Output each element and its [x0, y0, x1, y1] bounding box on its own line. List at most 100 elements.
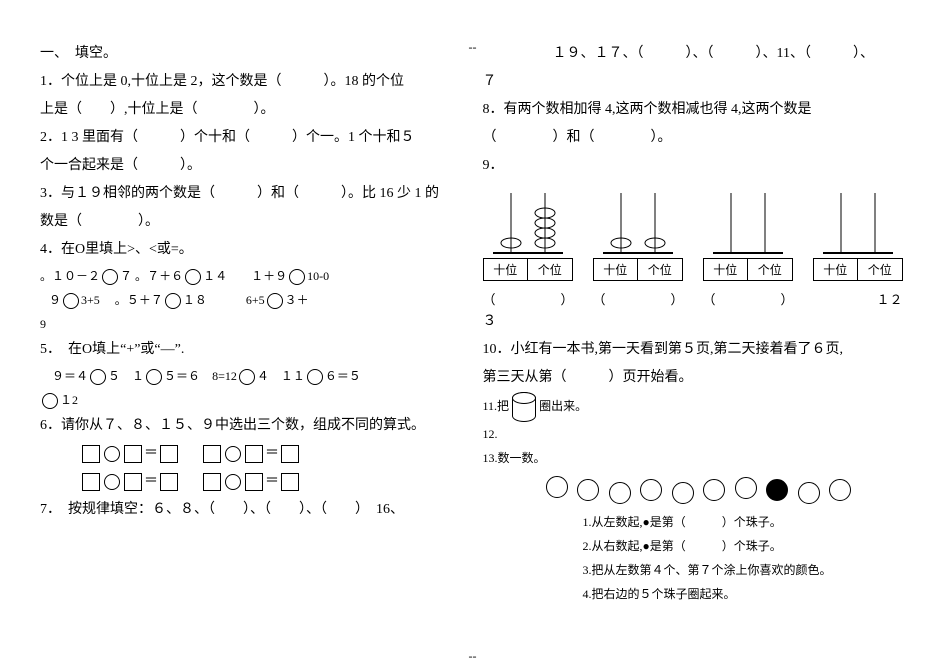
circle-icon	[90, 369, 106, 385]
circle-icon	[63, 293, 79, 309]
q13: 13.数一数。	[483, 446, 906, 470]
ones-label: 个位	[528, 259, 572, 280]
box-icon	[82, 445, 100, 463]
q3-line1: 3．与１９相邻的两个数是（ ）和（ ）。比 16 少 1 的	[40, 180, 463, 208]
circle-icon	[165, 293, 181, 309]
q5r1b: ５	[108, 369, 120, 383]
q5r2a: １	[60, 393, 72, 407]
bead-icon	[798, 482, 820, 504]
right-column: １９、１７、（ ）、（ ）、11、（ ）、 ７ 8．有两个数相加得 4,这两个数…	[473, 40, 916, 606]
q2-line2: 个一合起来是（ ）。	[40, 152, 463, 180]
page-number-top: --	[469, 40, 477, 55]
circle-icon	[307, 369, 323, 385]
bead-icon	[640, 479, 662, 501]
left-column: 一、 填空。 1．个位上是 0,十位上是 2，这个数是（ ）。18 的个位 上是…	[30, 40, 473, 606]
bead-filled-icon	[766, 479, 788, 501]
bead-icon	[735, 477, 757, 499]
tens-label: 十位	[704, 259, 749, 280]
answer-12: １２	[813, 289, 903, 308]
eq-sign: ＝	[144, 446, 158, 461]
ones-label: 个位	[748, 259, 792, 280]
answer-3: ３	[483, 308, 906, 336]
q5r2b: 2	[72, 393, 78, 407]
q4r2b: 3+5	[81, 293, 100, 307]
q4r1b: ７	[120, 269, 132, 283]
box-icon	[203, 473, 221, 491]
q6-eq-row1: ＝ ＝	[80, 440, 463, 468]
q11: 11.把 圈出来。	[483, 392, 906, 422]
abacus-4: 十位个位	[813, 188, 903, 281]
circle-icon	[42, 393, 58, 409]
q1-line2: 上是（ ）,十位上是（ ）。	[40, 96, 463, 124]
box-icon	[124, 445, 142, 463]
q5r1d: ５＝６	[164, 369, 200, 383]
abacus-svg	[483, 188, 573, 258]
q4r1e: １＋９	[251, 269, 287, 283]
eq-sign: ＝	[144, 474, 158, 489]
q4r2f: ３＋	[285, 293, 309, 307]
tens-label: 十位	[594, 259, 639, 280]
q1-line1: 1．个位上是 0,十位上是 2，这个数是（ ）。18 的个位	[40, 68, 463, 96]
q4r2a: ９	[49, 293, 61, 307]
box-icon	[160, 445, 178, 463]
q5r1h: ６＝５	[325, 369, 361, 383]
tens-label: 十位	[484, 259, 529, 280]
abacus-3: 十位个位	[703, 188, 793, 281]
q4-row2: ９3+5 。５＋７１８ 6+5３＋	[40, 288, 463, 312]
q13-sub4: 4.把右边的５个珠子圈起来。	[583, 582, 906, 606]
circle-icon	[289, 269, 305, 285]
q6-title: 6．请你从７、８、１５、９中选出三个数，组成不同的算式。	[40, 412, 463, 440]
q4r1c: ７＋６	[147, 269, 183, 283]
box-icon	[245, 445, 263, 463]
ones-label: 个位	[858, 259, 902, 280]
q8-line2: （ ）和（ ）。	[483, 124, 906, 152]
q9-title: 9．	[483, 152, 906, 180]
box-icon	[245, 473, 263, 491]
circle-icon	[104, 446, 120, 462]
q4r1a: １０－２	[52, 269, 100, 283]
abacus-svg	[593, 188, 683, 258]
q10-line1: 10．小红有一本书,第一天看到第５页,第二天接着看了６页,	[483, 336, 906, 364]
blank-paren: （ ）	[703, 289, 793, 308]
circle-icon	[102, 269, 118, 285]
q4-row3: 9	[40, 312, 463, 336]
q13-sub3: 3.把从左数第４个、第７个涂上你喜欢的颜色。	[583, 558, 906, 582]
bead-icon	[703, 479, 725, 501]
q3-line2: 数是（ ）。	[40, 208, 463, 236]
q5r1g: １１	[281, 369, 305, 383]
box-icon	[203, 445, 221, 463]
bead-icon	[546, 476, 568, 498]
circle-icon	[185, 269, 201, 285]
ones-label: 个位	[638, 259, 682, 280]
blank-paren: （ ）	[483, 289, 573, 308]
q2-line1: 2．1 3 里面有（ ）个十和（ ）个一。1 个十和５	[40, 124, 463, 152]
q13-sub2: 2.从右数起,●是第（ ）个珠子。	[583, 534, 906, 558]
q4-title: 4．在O里填上>、<或=。	[40, 236, 463, 264]
q7cont-text: １９、１７、（ ）、（ ）、11、（ ）、	[553, 46, 874, 61]
blank-paren: （ ）	[593, 289, 683, 308]
box-icon	[160, 473, 178, 491]
q8-line1: 8．有两个数相加得 4,这两个数相减也得 4,这两个数是	[483, 96, 906, 124]
eq-sign: ＝	[265, 474, 279, 489]
q4r2e: 6+5	[246, 293, 265, 307]
q4r1d: １４	[203, 269, 227, 283]
box-icon	[82, 473, 100, 491]
circle-icon	[267, 293, 283, 309]
bead-icon	[672, 482, 694, 504]
abacus-svg	[703, 188, 793, 258]
circle-icon	[239, 369, 255, 385]
beads-row	[543, 476, 906, 504]
box-icon	[281, 473, 299, 491]
abacus-row: 十位个位 十位个位 十位个位	[483, 188, 906, 281]
q4-row1: 。１０－２７ 。７＋６１４ １＋９10-0	[40, 264, 463, 288]
q4r2c: ５＋７	[127, 293, 163, 307]
section-title: 一、 填空。	[40, 40, 463, 68]
q7-title: 7． 按规律填空：６、８、（ ）、（ ）、（ ） 16、	[40, 496, 463, 524]
bead-icon	[829, 479, 851, 501]
box-icon	[281, 445, 299, 463]
q5-row1: ９＝４５ １５＝６ 8=12４ １１６＝５	[40, 364, 463, 388]
q4r2d: １８	[183, 293, 207, 307]
q7-cont: １９、１７、（ ）、（ ）、11、（ ）、	[483, 40, 906, 68]
q11b-text: 圈出来。	[539, 399, 587, 413]
q7-num: ７	[483, 68, 906, 96]
